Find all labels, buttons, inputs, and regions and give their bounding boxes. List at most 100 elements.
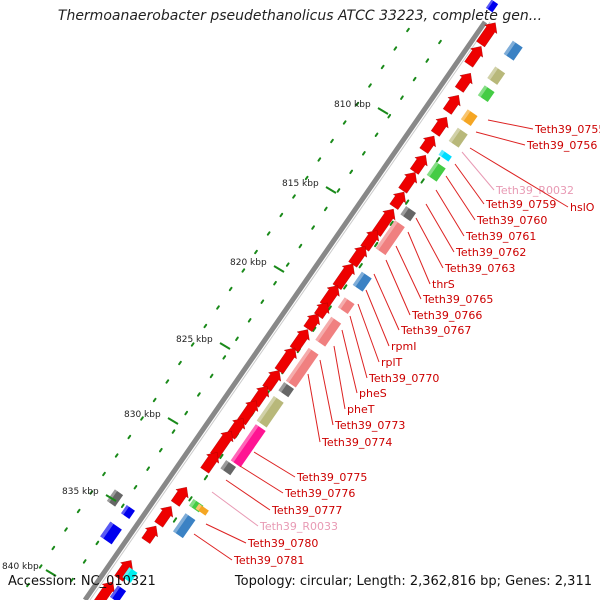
blue-feature-shine	[109, 585, 121, 599]
olive-feature-shape	[448, 127, 468, 148]
cds-arrow	[409, 155, 428, 175]
olive-feature-shine	[448, 127, 461, 143]
label-leader	[205, 523, 247, 544]
label-leader	[193, 533, 233, 561]
tick-dot	[247, 318, 252, 323]
blue-feature	[485, 0, 499, 13]
magenta-feature	[230, 424, 266, 468]
label-leader	[469, 147, 569, 208]
green-feature-shape	[426, 161, 446, 182]
gray-feature-shape	[106, 489, 124, 507]
tick-dot	[368, 83, 372, 88]
label-leader	[395, 245, 422, 300]
gene-label: rpmI	[391, 340, 416, 353]
label-leader	[239, 465, 284, 494]
label-leader	[319, 359, 334, 426]
tick-dot	[51, 545, 56, 551]
tick-dot	[412, 76, 417, 82]
green-feature-shine	[477, 85, 488, 98]
genome-summary: Topology: circular; Length: 2,362,816 bp…	[234, 574, 592, 589]
olive-feature-shape	[487, 66, 506, 85]
tick-dot	[374, 241, 379, 248]
cds-arrow	[303, 313, 320, 332]
label-leader	[461, 151, 495, 191]
gene-label: Teth39_0775	[296, 471, 367, 484]
gene-label: thrS	[432, 278, 455, 291]
tick-dot	[184, 410, 189, 416]
label-leader	[373, 273, 400, 331]
label-leader	[407, 231, 431, 285]
label-leader	[225, 479, 271, 511]
tick-dot	[355, 101, 360, 107]
blue-feature-shine	[352, 271, 365, 287]
tick-dot	[95, 540, 100, 546]
cds-arrow-shape	[274, 347, 297, 374]
tick-dot	[114, 453, 119, 458]
cds-arrow-shape	[442, 95, 461, 115]
backbone-highlight	[89, 21, 491, 600]
tick-dot	[311, 225, 315, 230]
tick-dot	[327, 305, 332, 311]
olive-feature	[256, 395, 284, 428]
gray-feature-shine	[400, 206, 409, 217]
label-leader	[307, 373, 321, 443]
cds-arrow	[332, 263, 355, 290]
tick-dot	[342, 120, 347, 125]
gene-label: Teth39_0765	[422, 293, 493, 306]
cds-light-feature-shape	[315, 316, 342, 347]
label-leader	[445, 175, 476, 221]
kbp-scale: 810 kbp 815 kbp 820 kbp 825 kbp 830 kbp 835 k…	[2, 100, 389, 577]
cds-arrow-shape	[454, 73, 473, 93]
tick-dot	[279, 212, 284, 218]
gene-labels: Teth39_0755 Teth39_0756 Teth39_R0032 hslO Te…	[193, 119, 600, 567]
blue-feature-shine	[503, 40, 516, 56]
cds-light-feature	[285, 347, 319, 388]
gene-label: Teth39_0756	[526, 139, 597, 152]
gray-feature-shine	[278, 382, 287, 393]
blue-feature-shape	[121, 505, 135, 519]
cds-arrow-shape	[430, 117, 449, 137]
label-leader	[253, 451, 296, 478]
blue-feature-shape	[173, 513, 196, 539]
cds-arrow	[262, 370, 282, 392]
blue-feature	[173, 513, 196, 539]
olive-feature	[448, 127, 468, 148]
tick-dot	[304, 175, 309, 181]
cds-arrow	[360, 230, 380, 252]
tick-dot	[235, 336, 239, 342]
kbp-label: 835 kbp	[62, 487, 99, 497]
green-feature	[477, 85, 495, 103]
kbp-tick	[377, 107, 389, 115]
gene-label: Teth39_0780	[247, 537, 318, 550]
tick-dot	[82, 559, 87, 564]
kbp-label: 820 kbp	[230, 258, 267, 268]
label-leader	[454, 163, 485, 205]
tick-dot	[120, 503, 125, 509]
label-leader	[341, 329, 358, 394]
tick-dot	[102, 471, 106, 477]
tick-dot	[323, 206, 328, 212]
gene-label: Teth39_0755	[534, 123, 600, 136]
cyan-feature-shape	[438, 149, 452, 162]
tick-dot	[420, 178, 425, 184]
cds-light-feature-shine	[315, 316, 335, 342]
tick-dot	[172, 517, 178, 523]
gene-label: Teth39_0777	[271, 504, 342, 517]
gene-label: Teth39_0763	[444, 262, 515, 275]
gene-label: Teth39_0774	[321, 436, 392, 449]
tick-dot	[216, 305, 220, 310]
tick-dot	[330, 138, 334, 144]
gene-label: pheS	[359, 387, 387, 400]
label-leader	[357, 303, 380, 363]
label-leader	[385, 259, 411, 316]
cds-arrow-shape	[332, 263, 355, 290]
tick-dot	[406, 27, 410, 33]
tick-dot	[393, 46, 398, 51]
green-feature-shine	[189, 498, 197, 508]
cyan-feature	[438, 149, 452, 162]
accession-label: Accession: NC_010321	[8, 574, 156, 589]
cds-arrow-shape	[319, 285, 340, 309]
magenta-feature-shine	[230, 424, 259, 463]
gene-label: Teth39_0776	[284, 487, 355, 500]
